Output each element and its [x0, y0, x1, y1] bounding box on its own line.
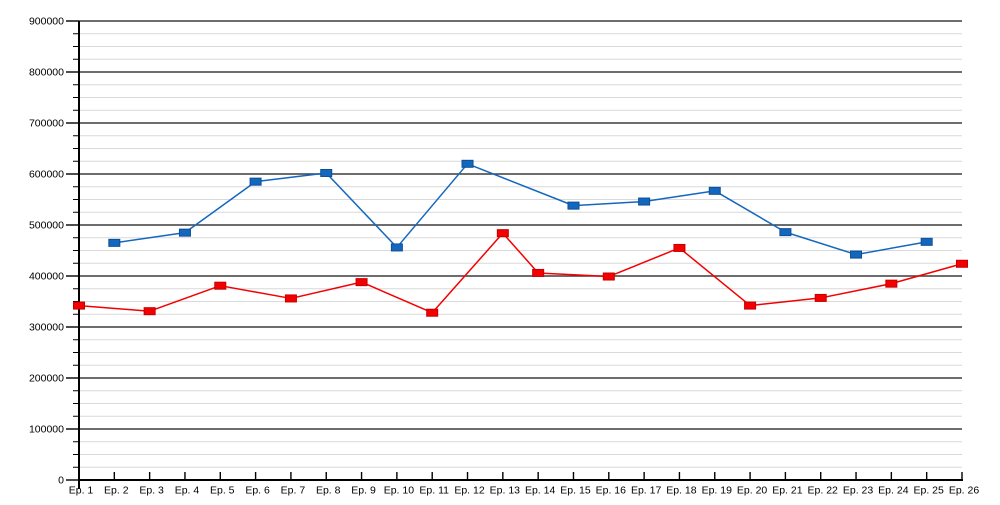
y-axis-tick-label: 0 [58, 475, 64, 487]
x-axis-tick-label: Ep. 18 [666, 485, 697, 497]
x-axis-tick-label: Ep. 22 [808, 485, 839, 497]
blue-series-line [114, 163, 927, 256]
x-axis-tick-label: Ep. 10 [384, 485, 415, 497]
x-axis-tick-label: Ep. 7 [281, 485, 306, 497]
red-series-marker [426, 308, 439, 317]
x-axis-tick-label: Ep. 6 [245, 485, 270, 497]
blue-series-marker [708, 186, 721, 195]
x-axis-tick-label: Ep. 11 [419, 485, 449, 497]
y-axis-tick-label: 200000 [29, 373, 64, 385]
x-axis-tick-label: Ep. 12 [454, 485, 485, 497]
red-series-marker [885, 279, 898, 288]
x-axis-tick-label: Ep. 5 [210, 485, 235, 497]
blue-series-marker [390, 243, 403, 252]
x-axis-tick-label: Ep. 2 [104, 485, 129, 497]
x-axis-tick-label: Ep. 24 [878, 485, 909, 497]
blue-series-marker [178, 228, 191, 237]
blue-series-marker [850, 250, 863, 259]
blue-series-marker [567, 201, 580, 210]
x-axis-tick-label: Ep. 14 [525, 485, 556, 497]
red-series-line [78, 232, 963, 314]
blue-series-marker [779, 228, 792, 237]
x-axis-tick-label: Ep. 26 [949, 485, 980, 497]
red-series-marker [814, 293, 827, 302]
blue-series-marker [108, 238, 121, 247]
x-axis-tick-label: Ep. 9 [351, 485, 376, 497]
red-series-marker [956, 259, 968, 268]
blue-series-marker [249, 177, 262, 186]
blue-series-marker [920, 237, 933, 246]
y-axis-tick-label: 700000 [29, 118, 64, 130]
x-axis-tick-label: Ep. 3 [139, 485, 164, 497]
red-series-marker [73, 301, 85, 310]
red-series-marker [532, 268, 545, 277]
red-series-marker [284, 294, 297, 303]
x-axis-tick-label: Ep. 13 [490, 485, 521, 497]
y-axis-tick-label: 500000 [29, 220, 64, 232]
y-axis-tick-label: 300000 [29, 322, 64, 334]
red-series-marker [673, 243, 686, 252]
y-axis-tick-label: 600000 [29, 169, 64, 181]
y-axis-tick-label: 100000 [29, 424, 64, 436]
x-axis-tick-label: Ep. 21 [772, 485, 803, 497]
x-axis-tick-label: Ep. 16 [596, 485, 627, 497]
y-axis-tick-label: 800000 [29, 67, 64, 79]
blue-series-marker [461, 159, 474, 168]
red-series-marker [496, 229, 509, 238]
x-axis-tick-label: Ep. 4 [175, 485, 200, 497]
y-axis-tick-label: 900000 [29, 16, 64, 28]
x-axis-tick-label: Ep. 17 [631, 485, 662, 497]
x-axis-tick-label: Ep. 25 [914, 485, 945, 497]
x-axis-tick-label: Ep. 20 [737, 485, 768, 497]
red-series-marker [355, 278, 368, 287]
red-series-marker [744, 301, 757, 310]
y-axis-tick-label: 400000 [29, 271, 64, 283]
red-series-marker [602, 272, 615, 281]
x-axis-tick-label: Ep. 8 [316, 485, 341, 497]
x-axis-tick-label: Ep. 15 [560, 485, 591, 497]
red-series-marker [214, 281, 227, 290]
blue-series-marker [638, 197, 651, 206]
x-axis-tick-label: Ep. 1 [69, 485, 94, 497]
red-series-marker [143, 307, 156, 316]
x-axis-tick-label: Ep. 19 [702, 485, 733, 497]
x-axis-tick-label: Ep. 23 [843, 485, 874, 497]
blue-series-marker [320, 168, 333, 177]
